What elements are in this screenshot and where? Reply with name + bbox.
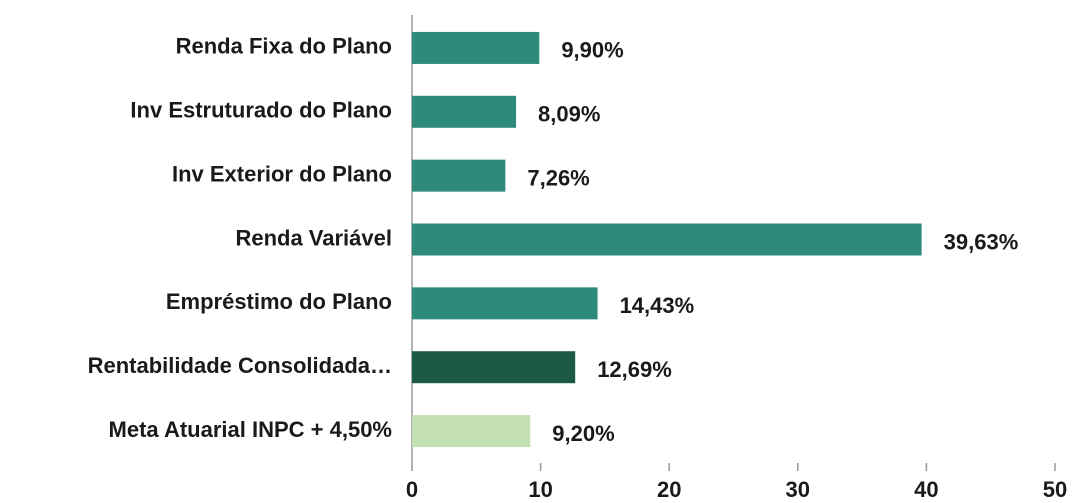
bar <box>412 223 922 256</box>
x-tick-label: 50 <box>1043 477 1067 502</box>
x-tick-label: 0 <box>406 477 418 502</box>
value-label: 39,63% <box>944 229 1019 254</box>
bar <box>412 95 517 128</box>
value-label: 9,90% <box>561 38 623 63</box>
x-tick-label: 40 <box>914 477 938 502</box>
value-label: 9,20% <box>552 421 614 446</box>
bar <box>412 31 540 64</box>
x-tick-label: 20 <box>657 477 681 502</box>
value-label: 12,69% <box>597 357 672 382</box>
x-tick-label: 10 <box>528 477 552 502</box>
bar <box>412 415 531 448</box>
value-label: 8,09% <box>538 102 600 127</box>
y-tick-label: Empréstimo do Plano <box>166 289 392 314</box>
bar <box>412 287 598 320</box>
bar <box>412 159 506 192</box>
x-tick-label: 30 <box>786 477 810 502</box>
y-tick-label: Meta Atuarial INPC + 4,50% <box>109 417 392 442</box>
value-label: 14,43% <box>620 293 695 318</box>
value-label: 7,26% <box>527 165 589 190</box>
y-tick-label: Renda Fixa do Plano <box>176 34 392 59</box>
y-tick-label: Renda Variável <box>235 225 392 250</box>
y-tick-label: Inv Estruturado do Plano <box>130 98 392 123</box>
bar <box>412 351 576 384</box>
y-tick-label: Inv Exterior do Plano <box>172 161 392 186</box>
y-tick-label: Rentabilidade Consolidada… <box>88 353 392 378</box>
